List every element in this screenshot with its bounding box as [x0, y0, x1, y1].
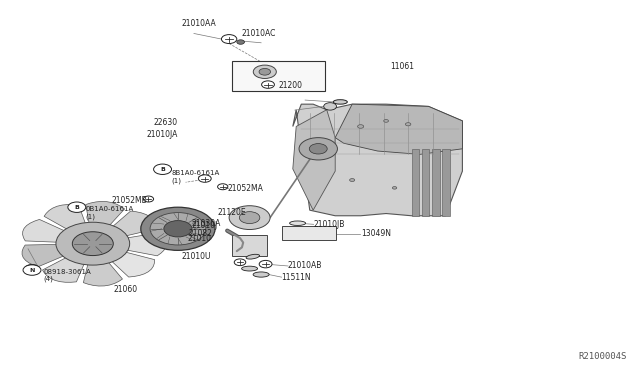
Circle shape — [253, 65, 276, 78]
Circle shape — [68, 202, 86, 212]
Circle shape — [324, 103, 337, 110]
Text: 11061: 11061 — [390, 62, 415, 71]
Text: 0B1A0-6161A: 0B1A0-6161A — [85, 206, 133, 212]
Circle shape — [237, 40, 244, 44]
Text: 8B1A0-6161A: 8B1A0-6161A — [172, 170, 220, 176]
Circle shape — [309, 144, 327, 154]
Circle shape — [259, 68, 271, 75]
Circle shape — [56, 222, 130, 265]
Polygon shape — [83, 254, 122, 286]
Polygon shape — [104, 211, 156, 239]
Polygon shape — [335, 104, 462, 154]
Circle shape — [349, 179, 355, 182]
Polygon shape — [104, 248, 155, 277]
Ellipse shape — [333, 100, 348, 104]
Polygon shape — [112, 233, 166, 256]
Text: B: B — [74, 205, 79, 210]
Text: 22630: 22630 — [154, 118, 178, 127]
Bar — [422, 149, 429, 216]
Polygon shape — [44, 205, 88, 235]
Text: 21010JB: 21010JB — [314, 220, 345, 229]
Text: 21082: 21082 — [189, 229, 212, 238]
Ellipse shape — [253, 272, 269, 277]
Circle shape — [405, 123, 411, 126]
Text: 21060: 21060 — [114, 285, 138, 294]
Bar — [432, 149, 440, 216]
Circle shape — [259, 260, 272, 268]
Circle shape — [25, 264, 39, 273]
Text: 21010U: 21010U — [182, 252, 211, 261]
Text: 13049N: 13049N — [362, 229, 392, 238]
Circle shape — [72, 232, 113, 256]
Text: 21120E: 21120E — [218, 208, 246, 217]
Text: 21010AB: 21010AB — [288, 262, 323, 270]
Text: 11511N: 11511N — [282, 273, 311, 282]
Circle shape — [234, 259, 246, 266]
Text: 21200: 21200 — [278, 81, 302, 90]
Text: 21010J: 21010J — [191, 221, 218, 230]
Circle shape — [392, 187, 397, 189]
Text: N: N — [29, 267, 35, 273]
Text: 21010AC: 21010AC — [242, 29, 276, 38]
Circle shape — [154, 164, 172, 174]
Polygon shape — [22, 244, 76, 267]
Circle shape — [239, 212, 260, 224]
Polygon shape — [22, 219, 77, 243]
Bar — [282, 226, 336, 240]
Text: 21030A: 21030A — [192, 219, 221, 228]
Text: 21010JA: 21010JA — [147, 130, 178, 139]
Circle shape — [164, 221, 192, 237]
Circle shape — [150, 213, 206, 245]
Bar — [412, 149, 419, 216]
Circle shape — [141, 207, 215, 250]
Circle shape — [384, 119, 388, 122]
Circle shape — [299, 138, 337, 160]
Circle shape — [229, 206, 270, 230]
Polygon shape — [86, 201, 125, 233]
Circle shape — [198, 175, 211, 182]
Text: 21010: 21010 — [188, 234, 211, 243]
Text: 08918-3061A: 08918-3061A — [44, 269, 92, 275]
Ellipse shape — [242, 266, 258, 271]
Bar — [232, 235, 268, 256]
Text: 21052MB: 21052MB — [111, 196, 147, 205]
Circle shape — [262, 81, 275, 88]
Polygon shape — [292, 110, 335, 210]
Text: (4): (4) — [44, 276, 53, 282]
Circle shape — [358, 125, 364, 128]
Bar — [442, 149, 450, 216]
Polygon shape — [292, 104, 462, 216]
Circle shape — [143, 196, 154, 202]
Text: B: B — [160, 167, 165, 172]
Circle shape — [218, 184, 228, 190]
Text: 21052MA: 21052MA — [227, 184, 263, 193]
Text: 21010AA: 21010AA — [182, 19, 216, 28]
Text: (1): (1) — [172, 178, 182, 185]
FancyBboxPatch shape — [232, 61, 325, 91]
Polygon shape — [42, 251, 88, 282]
Circle shape — [221, 35, 237, 44]
Ellipse shape — [290, 221, 306, 225]
Ellipse shape — [246, 254, 260, 259]
Text: R2100004S: R2100004S — [579, 352, 627, 361]
Circle shape — [23, 265, 41, 275]
Text: (1): (1) — [85, 214, 95, 221]
